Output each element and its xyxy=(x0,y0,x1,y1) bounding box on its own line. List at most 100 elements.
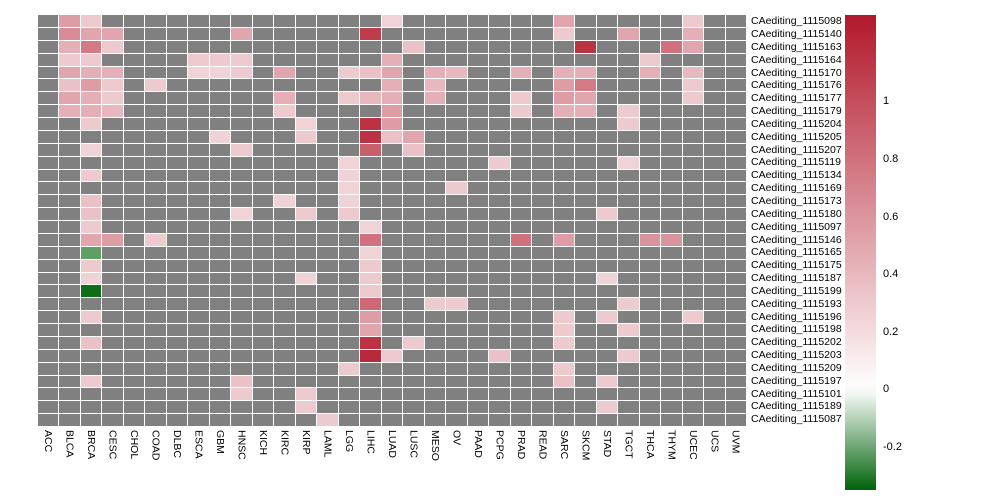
heatmap-cell xyxy=(166,15,188,27)
heatmap-cell xyxy=(381,156,403,169)
heatmap-cell xyxy=(252,15,274,27)
heatmap-cell xyxy=(252,375,274,388)
heatmap-cell xyxy=(489,375,510,388)
heatmap-cell xyxy=(553,66,575,79)
heatmap-cell xyxy=(381,259,403,272)
heatmap-cell xyxy=(510,66,532,79)
heatmap-cell xyxy=(661,105,682,117)
heatmap-cell xyxy=(102,285,123,298)
heatmap-cell xyxy=(424,156,446,169)
heatmap-cell xyxy=(295,130,317,143)
row-label: CAediting_1115193 xyxy=(751,297,842,310)
heatmap-cell xyxy=(725,79,746,92)
heatmap-cell xyxy=(59,79,80,92)
heatmap-cell xyxy=(295,272,317,285)
column-label-cell: DLBC xyxy=(167,430,187,492)
row-label: CAediting_1115175 xyxy=(751,259,842,272)
heatmap-cell xyxy=(489,66,510,79)
heatmap-cell xyxy=(682,79,704,92)
heatmap-cell xyxy=(639,27,661,40)
heatmap-cell xyxy=(102,79,123,92)
heatmap-cell xyxy=(188,143,209,156)
heatmap-cell xyxy=(166,169,188,182)
heatmap-cell xyxy=(145,208,166,220)
heatmap-cell xyxy=(252,401,274,414)
heatmap-cell xyxy=(553,27,575,40)
heatmap-cell xyxy=(489,272,510,285)
heatmap-cell xyxy=(80,349,102,362)
heatmap-cell xyxy=(360,311,381,323)
heatmap-cell xyxy=(403,169,424,182)
row-label: CAediting_1115119 xyxy=(751,156,841,169)
heatmap-cell xyxy=(102,375,123,388)
heatmap-cell xyxy=(489,324,510,336)
heatmap-cell xyxy=(102,118,123,130)
heatmap-cell xyxy=(725,92,746,105)
heatmap-cell xyxy=(553,362,575,375)
heatmap-cell xyxy=(682,375,704,388)
heatmap-cell xyxy=(575,208,596,220)
heatmap-cell xyxy=(639,259,661,272)
heatmap-cell xyxy=(510,92,532,105)
heatmap-cell xyxy=(575,272,596,285)
heatmap-cell xyxy=(209,388,231,401)
heatmap-cell xyxy=(553,208,575,220)
heatmap-cell xyxy=(80,298,102,311)
heatmap-cell xyxy=(381,221,403,233)
heatmap-cell xyxy=(618,40,639,53)
heatmap-cell xyxy=(188,66,209,79)
column-label-cell: BRCA xyxy=(81,430,101,492)
heatmap-cell xyxy=(532,53,553,66)
heatmap-cell xyxy=(618,15,639,27)
heatmap-cell xyxy=(80,79,102,92)
heatmap-cell xyxy=(59,233,80,246)
heatmap-cell xyxy=(166,311,188,323)
heatmap-cell xyxy=(166,375,188,388)
heatmap-cell xyxy=(596,40,618,53)
heatmap-cell xyxy=(338,362,360,375)
heatmap-cell xyxy=(403,362,424,375)
heatmap-cell xyxy=(231,40,252,53)
heatmap-cell xyxy=(575,233,596,246)
heatmap-cell xyxy=(59,388,80,401)
column-label-cell: TGCT xyxy=(618,430,638,492)
column-label: GBM xyxy=(214,430,227,454)
heatmap-cell xyxy=(188,53,209,66)
heatmap-cell xyxy=(209,349,231,362)
heatmap-cell xyxy=(467,375,489,388)
heatmap-cell xyxy=(295,298,317,311)
heatmap-cell xyxy=(317,118,338,130)
heatmap-cell xyxy=(123,66,145,79)
heatmap-cell xyxy=(209,362,231,375)
heatmap-cell xyxy=(295,375,317,388)
heatmap-cell xyxy=(403,15,424,27)
heatmap-cell xyxy=(274,105,295,117)
heatmap-cell xyxy=(338,40,360,53)
heatmap-cell xyxy=(274,272,295,285)
heatmap-cell xyxy=(489,53,510,66)
heatmap-cell xyxy=(123,259,145,272)
heatmap-cell xyxy=(188,349,209,362)
heatmap-cell xyxy=(403,92,424,105)
heatmap-cell xyxy=(639,105,661,117)
heatmap-cell xyxy=(381,118,403,130)
heatmap-cell xyxy=(446,336,467,349)
heatmap-cell xyxy=(704,298,725,311)
heatmap-cell xyxy=(682,105,704,117)
heatmap-cell xyxy=(38,53,59,66)
heatmap-cell xyxy=(295,53,317,66)
row-label: CAediting_1115098 xyxy=(751,15,842,28)
heatmap-cell xyxy=(446,246,467,259)
heatmap-cell xyxy=(725,221,746,233)
heatmap-cell xyxy=(446,375,467,388)
legend-tick-label: 0 xyxy=(883,383,890,396)
heatmap-cell xyxy=(123,195,145,208)
heatmap-cell xyxy=(575,195,596,208)
heatmap-cell xyxy=(403,388,424,401)
heatmap-cell xyxy=(338,272,360,285)
legend-tick-label: 0.2 xyxy=(883,325,899,338)
heatmap-cell xyxy=(532,27,553,40)
heatmap-cell xyxy=(209,169,231,182)
heatmap-cell xyxy=(596,311,618,323)
heatmap-cell xyxy=(596,27,618,40)
